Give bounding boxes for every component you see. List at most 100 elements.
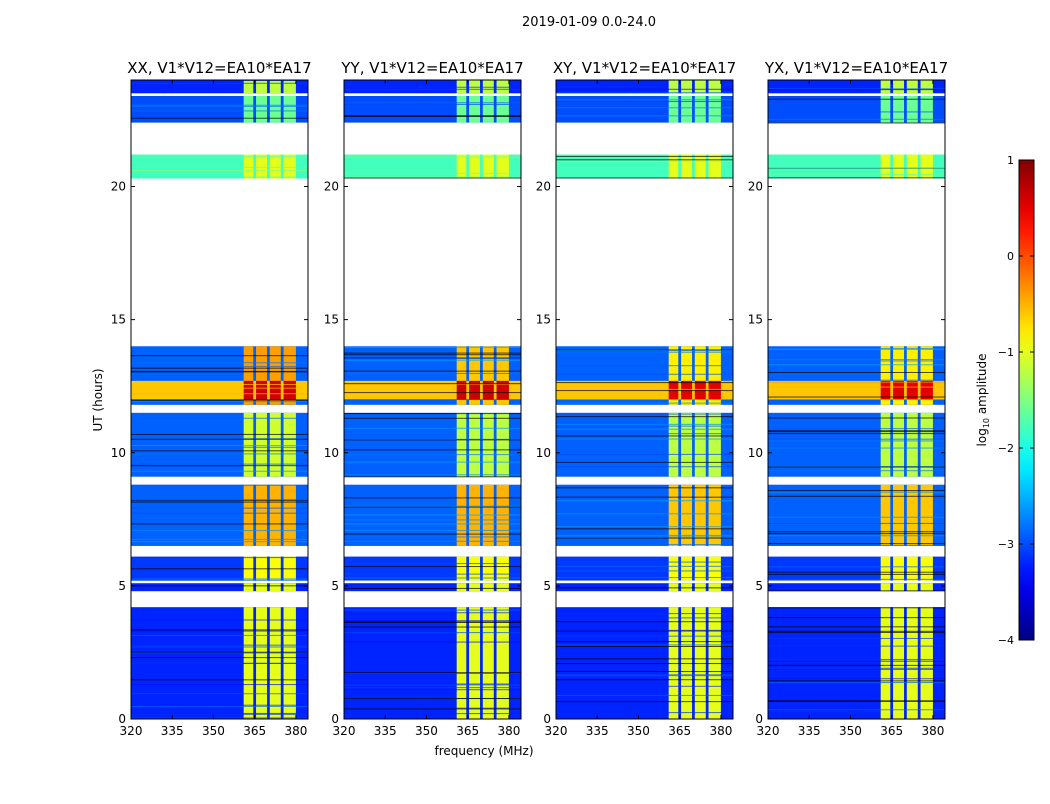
stripe (556, 641, 733, 643)
stripe (768, 371, 945, 373)
stripe (131, 445, 308, 447)
stripe (344, 383, 521, 385)
rfi-subchannel (880, 80, 891, 94)
rfi-subchannel (482, 154, 494, 179)
rfi-subchannel (694, 95, 706, 123)
rfi-subchannel (708, 154, 721, 179)
stripe (131, 705, 308, 707)
rfi-subchannel (469, 380, 481, 400)
stripe (344, 632, 521, 634)
stripe (131, 433, 308, 435)
stripe (131, 383, 308, 385)
stripe (768, 617, 945, 619)
stripe (131, 679, 308, 681)
stripe (344, 609, 521, 611)
data-segment (768, 607, 945, 719)
rfi-subchannel (243, 154, 254, 179)
rfi-subchannel (893, 95, 905, 123)
rfi-subchannel (482, 380, 494, 400)
y-tick-label: 20 (536, 180, 551, 194)
stripe (344, 687, 521, 689)
stripe (768, 664, 945, 666)
y-tick-label: 15 (324, 313, 339, 327)
rfi-subchannel (469, 412, 481, 477)
stripe (344, 177, 521, 179)
data-segment (131, 484, 308, 546)
stripe (344, 358, 521, 360)
stripe (556, 349, 733, 351)
rfi-subchannel (880, 380, 891, 400)
stripe (131, 365, 308, 367)
rfi-subchannel (681, 556, 693, 581)
stripe (344, 672, 521, 674)
stripe (768, 490, 945, 492)
stripe (344, 115, 521, 117)
stripe (556, 388, 733, 390)
stripe (344, 506, 521, 508)
stripe (131, 585, 308, 587)
stripe (344, 427, 521, 429)
rfi-subchannel (256, 80, 268, 94)
stripe (556, 453, 733, 455)
stripe (556, 663, 733, 665)
stripe (768, 590, 945, 592)
stripe (768, 111, 945, 113)
stripe (768, 700, 945, 702)
stripe (768, 364, 945, 366)
stripe (556, 674, 733, 676)
rfi-subchannel (283, 484, 296, 546)
stripe (344, 172, 521, 174)
rfi-subchannel (920, 484, 933, 546)
rfi-subchannel (893, 154, 905, 179)
stripe (131, 355, 308, 357)
stripe (556, 373, 733, 375)
rfi-subchannel (482, 95, 494, 123)
stripe (556, 712, 733, 714)
rfi-subchannel (893, 583, 905, 592)
rfi-subchannel (880, 556, 891, 581)
rfi-subchannel (880, 346, 891, 405)
stripe (344, 354, 521, 356)
stripe (768, 348, 945, 350)
stripe (556, 565, 733, 567)
stripe (131, 568, 308, 570)
stripe (768, 122, 945, 124)
rfi-subchannel (243, 380, 254, 400)
rfi-subchannel (920, 607, 933, 719)
stripe (131, 541, 308, 543)
rfi-subchannel (694, 412, 706, 477)
stripe (131, 712, 308, 714)
stripe (556, 413, 733, 415)
stripe (131, 80, 308, 82)
rfi-subchannel (243, 484, 254, 546)
stripe (556, 587, 733, 589)
stripe (344, 115, 521, 117)
rfi-subchannel (893, 484, 905, 546)
rfi-subchannel (496, 95, 509, 123)
stripe (344, 392, 521, 394)
y-tick-label: 0 (118, 712, 126, 726)
stripe (344, 683, 521, 685)
y-tick-label: 0 (543, 712, 551, 726)
stripe (556, 416, 733, 418)
rfi-subchannel (256, 583, 268, 592)
stripe (556, 561, 733, 563)
stripe (768, 533, 945, 535)
rfi-subchannel (283, 80, 296, 94)
rfi-subchannel (708, 583, 721, 592)
rfi-subchannel (482, 80, 494, 94)
colorbar-tick-label: −1 (998, 346, 1014, 359)
rfi-subchannel (456, 380, 467, 400)
rfi-subchannel (482, 412, 494, 477)
stripe (344, 523, 521, 525)
stripe (768, 98, 945, 100)
stripe (768, 531, 945, 533)
x-tick-label: 365 (243, 724, 266, 738)
stripe (768, 177, 945, 179)
stripe (344, 587, 521, 589)
stripe (344, 476, 521, 478)
stripe (556, 177, 733, 179)
stripe (768, 470, 945, 472)
rfi-subchannel (906, 380, 918, 400)
